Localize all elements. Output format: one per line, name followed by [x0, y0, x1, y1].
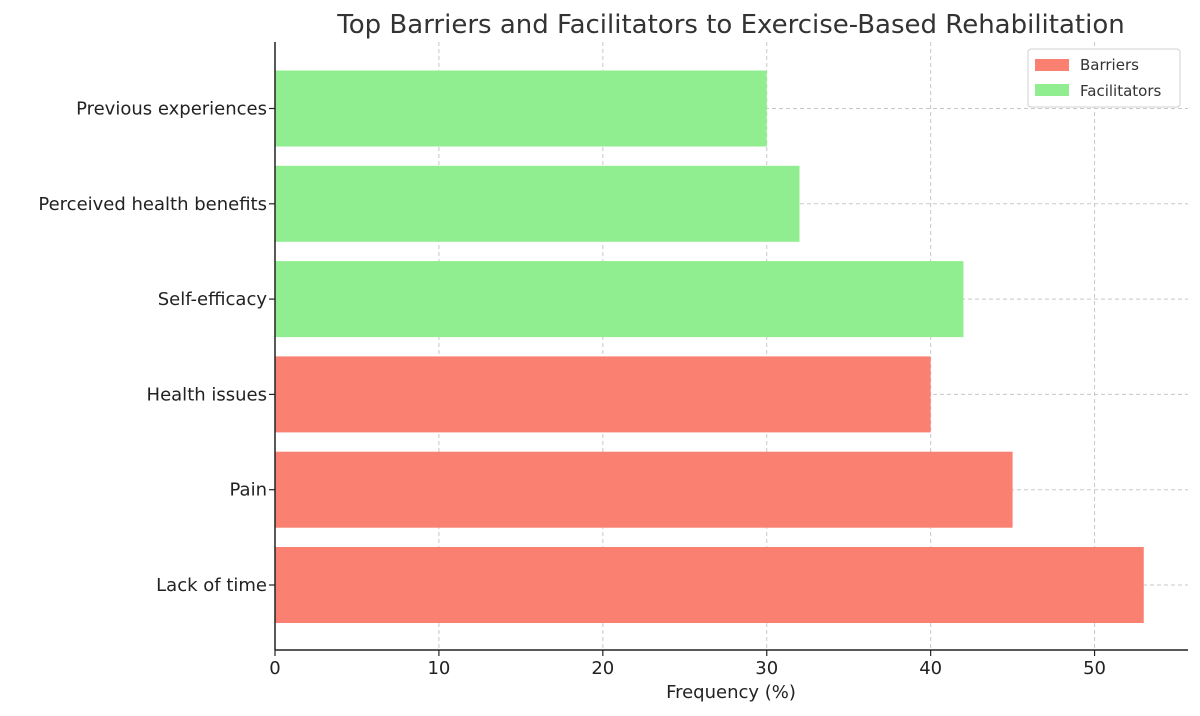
- legend-label-facilitators: Facilitators: [1080, 82, 1161, 100]
- y-axis-ticks: Lack of time Pain Health issues Self-effica…: [38, 99, 275, 596]
- bar-health-issues: [275, 356, 931, 433]
- legend-swatch-barriers: [1035, 59, 1069, 71]
- legend: Barriers Facilitators: [1027, 48, 1181, 108]
- legend-swatch-facilitators: [1035, 84, 1069, 96]
- bar-perceived-health-benefits: [275, 165, 800, 242]
- bars: [275, 70, 1144, 623]
- axes: [274, 42, 1188, 651]
- bar-pain: [275, 451, 1013, 528]
- y-tick-label-0: Lack of time: [156, 575, 267, 596]
- y-tick-label-5: Previous experiences: [76, 99, 267, 120]
- chart-title: Top Barriers and Facilitators to Exercis…: [336, 10, 1124, 40]
- x-axis-ticks: 0 10 20 30 40 50: [269, 650, 1106, 679]
- x-tick-label-0: 0: [269, 658, 280, 679]
- legend-label-barriers: Barriers: [1080, 56, 1139, 74]
- y-tick-label-1: Pain: [230, 480, 268, 501]
- bar-self-efficacy: [275, 261, 964, 338]
- x-tick-label-3: 30: [755, 658, 778, 679]
- y-tick-label-2: Health issues: [147, 384, 267, 405]
- bar-lack-of-time: [275, 547, 1144, 623]
- bar-previous-experiences: [275, 70, 767, 147]
- x-tick-label-5: 50: [1083, 658, 1106, 679]
- y-tick-label-4: Perceived health benefits: [38, 194, 267, 215]
- y-tick-label-3: Self-efficacy: [158, 289, 268, 310]
- x-axis-label: Frequency (%): [666, 682, 796, 703]
- x-tick-label-2: 20: [591, 658, 614, 679]
- x-tick-label-4: 40: [919, 658, 942, 679]
- x-tick-label-1: 10: [427, 658, 450, 679]
